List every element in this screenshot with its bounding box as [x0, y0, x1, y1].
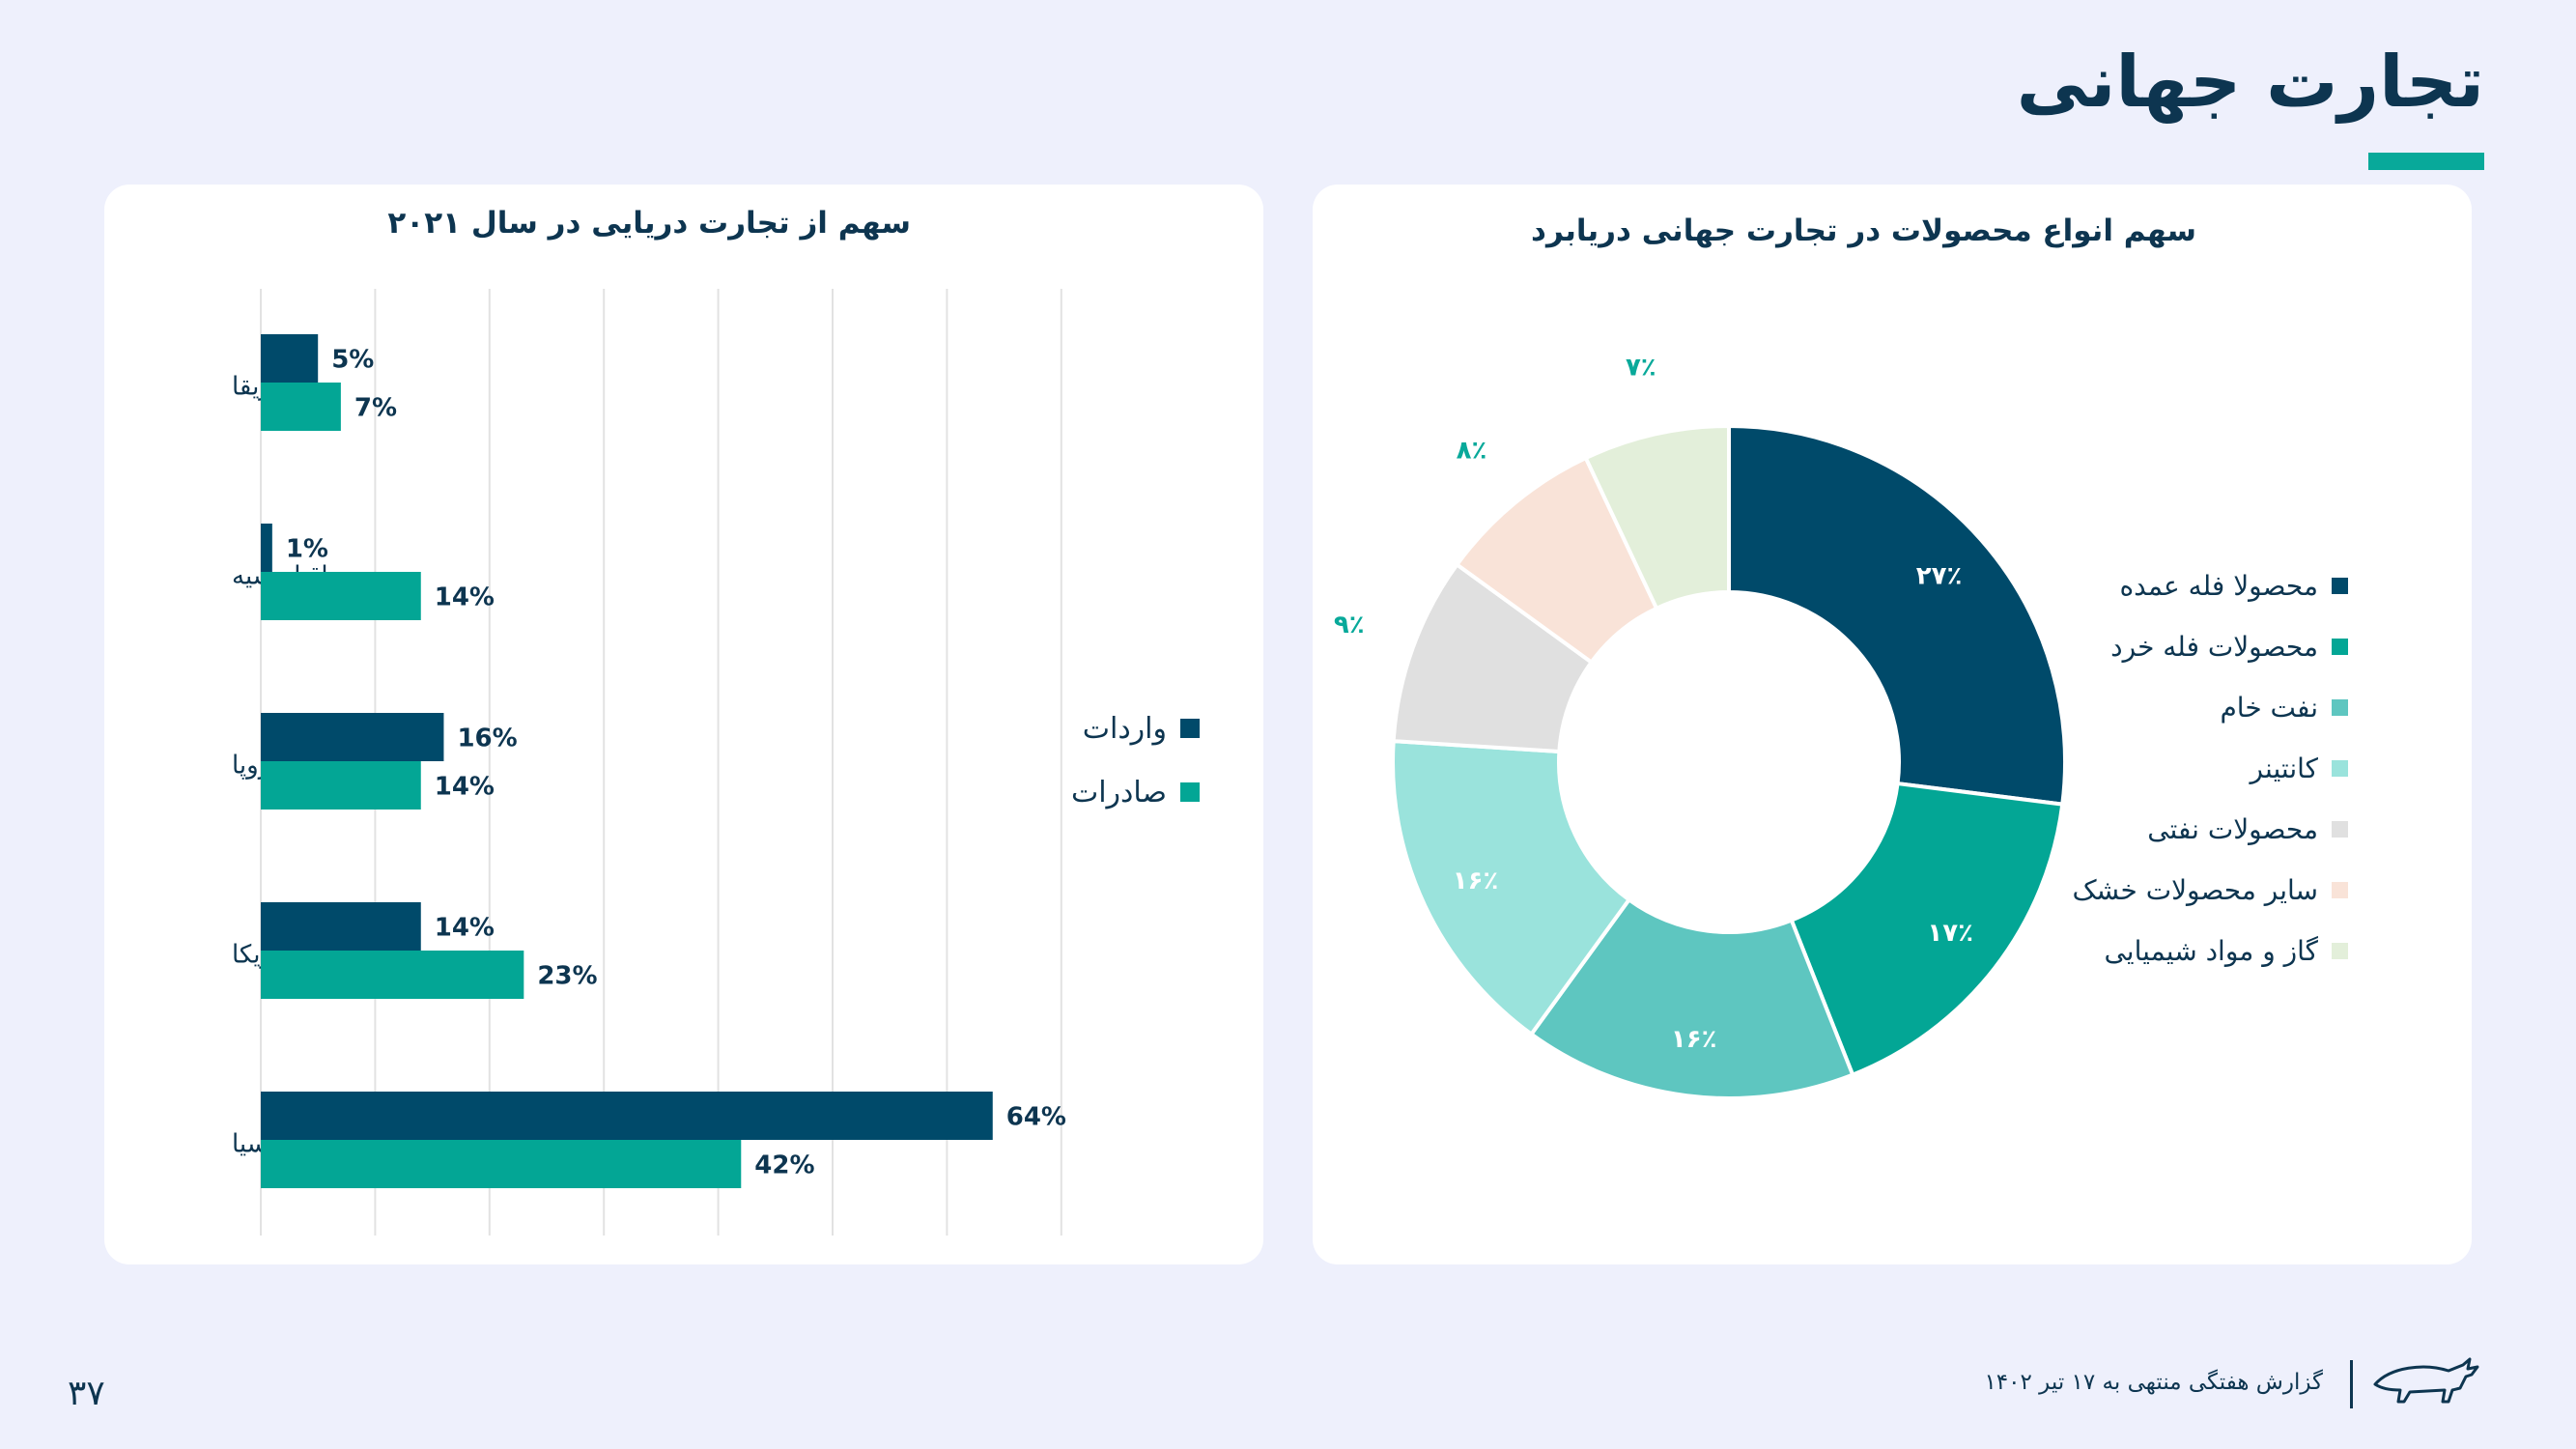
- donut-chart-svg: ۲۷٪ ۱۷٪ ۱۶٪ ۱۶٪ ۹٪ ۸٪ ۷٪: [1334, 354, 2067, 1100]
- donut-chart-card: سهم انواع محصولات در تجارت جهانی دریابرد…: [1313, 185, 2472, 1264]
- bar: [261, 951, 524, 999]
- legend-swatch-exports: [1180, 782, 1200, 802]
- title-underline: [2368, 153, 2484, 170]
- footer-report-text: گزارش هفتگی منتهی به ۱۷ تیر ۱۴۰۲: [1984, 1370, 2323, 1395]
- donut-label: ۱۶٪: [1671, 1025, 1717, 1054]
- footer-divider: [2350, 1360, 2353, 1408]
- donut-slice: [1789, 781, 2065, 1078]
- bar: [261, 1092, 993, 1140]
- donut-label: ۸٪: [1457, 436, 1487, 465]
- donut-label: ۷٪: [1626, 354, 1656, 383]
- legend-label-imports: واردات: [1082, 711, 1167, 746]
- page-number: ۳۷: [68, 1374, 105, 1413]
- data-label: 16%: [457, 724, 517, 753]
- donut-slice: [1583, 423, 1731, 611]
- bar: [261, 572, 421, 620]
- donut-label: ۹٪: [1334, 611, 1365, 639]
- bar: [261, 761, 421, 810]
- data-label: 7%: [354, 394, 397, 423]
- legend-label: نفت خام: [2220, 692, 2318, 724]
- legend-item-imports: واردات: [1071, 696, 1200, 760]
- data-label: 42%: [754, 1151, 814, 1180]
- legend-label: محصولا فله عمده: [2119, 570, 2318, 602]
- legend-swatch: [2332, 760, 2348, 777]
- donut-legend-item: محصولات فله خرد: [2072, 616, 2348, 677]
- bull-logo-svg: [2373, 1357, 2479, 1404]
- donut-legend-item: نفت خام: [2072, 677, 2348, 738]
- legend-swatch: [2332, 578, 2348, 594]
- bar: [261, 334, 319, 383]
- donut-legend-item: سایر محصولات خشک: [2072, 860, 2348, 921]
- donut-slice: [1528, 896, 1855, 1100]
- data-label: 23%: [537, 962, 597, 991]
- page-title: تجارت جهانی: [2016, 41, 2484, 124]
- bar-chart-svg: آفریقا5%7%اقیانوسیه1%14%اروپا16%14%آمریک…: [232, 289, 1066, 1236]
- legend-label: محصولات نفتی: [2147, 813, 2318, 845]
- legend-swatch: [2332, 821, 2348, 838]
- legend-swatch: [2332, 882, 2348, 898]
- donut-label: ۲۷٪: [1916, 562, 1963, 591]
- donut-legend-item: کانتینر: [2072, 738, 2348, 799]
- data-label: 64%: [1006, 1103, 1066, 1132]
- data-label: 5%: [331, 346, 374, 375]
- bar: [261, 1140, 742, 1188]
- legend-swatch-imports: [1180, 719, 1200, 738]
- donut-legend-item: محصولات نفتی: [2072, 799, 2348, 860]
- data-label: 14%: [435, 583, 495, 612]
- donut-legend-item: گاز و مواد شیمیایی: [2072, 921, 2348, 981]
- bar: [261, 902, 421, 951]
- bar-chart-legend: واردات صادرات: [1071, 696, 1200, 824]
- legend-swatch: [2332, 943, 2348, 959]
- bar: [261, 713, 444, 761]
- donut-legend-item: محصولا فله عمده: [2072, 555, 2348, 616]
- donut-label: ۱۷٪: [1927, 919, 1973, 948]
- data-label: 1%: [286, 535, 328, 564]
- bar: [261, 524, 272, 572]
- bar-chart-title: سهم از تجارت دریایی در سال ۲۰۲۱: [387, 206, 911, 241]
- legend-item-exports: صادرات: [1071, 760, 1200, 824]
- donut-slice: [1391, 739, 1632, 1037]
- legend-label: کانتینر: [2250, 753, 2318, 784]
- legend-label: سایر محصولات خشک: [2072, 874, 2318, 906]
- legend-label-exports: صادرات: [1070, 775, 1167, 810]
- donut-label: ۱۶٪: [1453, 867, 1499, 895]
- legend-swatch: [2332, 699, 2348, 716]
- data-label: 14%: [435, 773, 495, 802]
- bar-chart-card: سهم از تجارت دریایی در سال ۲۰۲۱ آفریقا5%…: [104, 185, 1263, 1264]
- bar: [261, 383, 341, 431]
- legend-swatch: [2332, 639, 2348, 655]
- legend-label: محصولات فله خرد: [2110, 631, 2318, 663]
- donut-chart-legend: محصولا فله عمده محصولات فله خرد نفت خام کان…: [2072, 555, 2348, 981]
- data-label: 14%: [435, 914, 495, 943]
- legend-label: گاز و مواد شیمیایی: [2104, 935, 2318, 967]
- donut-slice: [1727, 423, 2067, 807]
- donut-chart-title: سهم انواع محصولات در تجارت جهانی دریابرد: [1531, 213, 2196, 248]
